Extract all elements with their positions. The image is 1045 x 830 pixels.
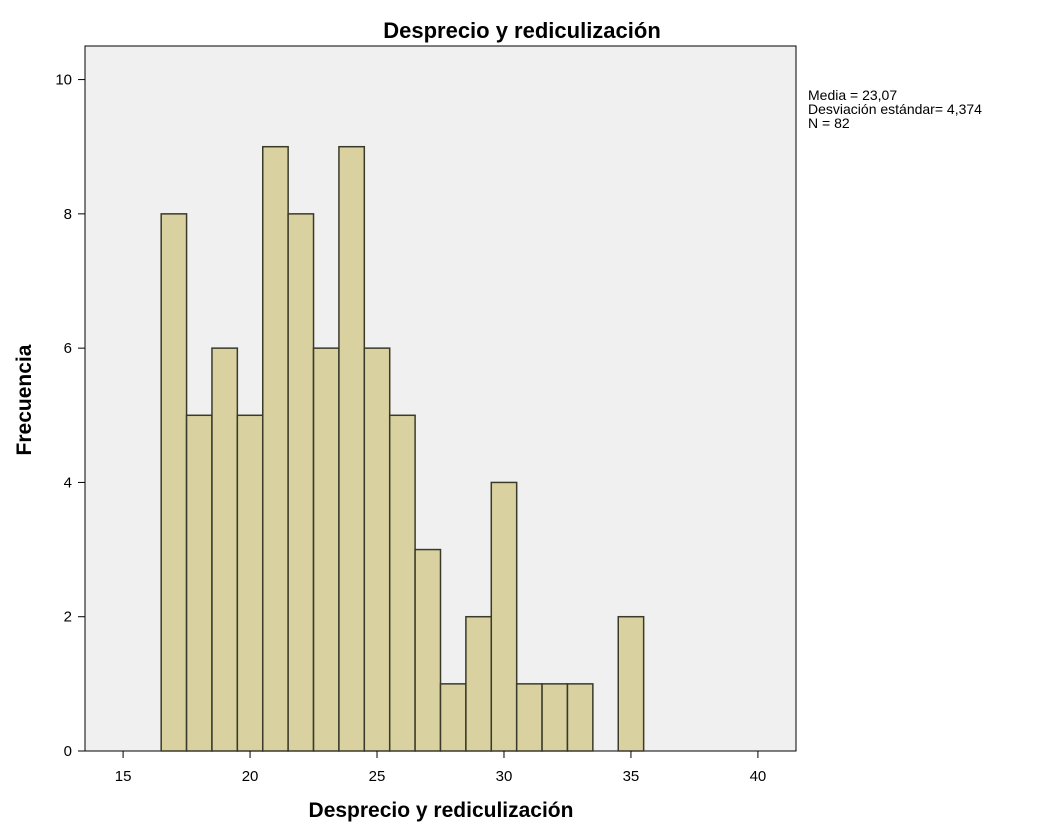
histogram-bar	[185, 414, 213, 752]
histogram-bar	[236, 414, 264, 752]
y-tick-label: 10	[55, 72, 72, 89]
histogram-bar	[617, 615, 645, 752]
histogram-bar	[541, 683, 569, 752]
x-tick-label: 25	[369, 768, 386, 785]
x-tick-label: 35	[623, 768, 640, 785]
histogram-bar	[388, 414, 416, 752]
y-tick-label: 2	[64, 609, 72, 626]
stats-std: Desviación estándar= 4,374	[808, 101, 982, 117]
histogram-bar	[363, 347, 391, 752]
x-tick-label: 30	[496, 768, 513, 785]
histogram-bar	[414, 548, 442, 752]
histogram-bar	[312, 347, 340, 752]
bars-group	[160, 145, 645, 752]
y-tick-label: 6	[64, 340, 72, 357]
x-tick-label: 40	[750, 768, 767, 785]
y-tick-label: 8	[64, 206, 72, 223]
y-tick-label: 0	[64, 743, 72, 760]
chart-title: Desprecio y rediculización	[383, 18, 661, 43]
histogram-bar	[490, 481, 518, 752]
y-axis-label: Frecuencia	[13, 344, 36, 455]
x-axis: 15 20 25 30 35 40	[115, 751, 767, 785]
histogram-bar	[439, 683, 467, 752]
histogram-bar	[465, 615, 493, 752]
x-tick-label: 20	[242, 768, 259, 785]
histogram-bar	[338, 145, 366, 752]
histogram-bar	[262, 145, 289, 752]
y-axis: 0 2 4 6 8 10	[55, 72, 85, 760]
stats-n: N = 82	[808, 115, 850, 131]
histogram-bar	[211, 347, 239, 752]
histogram-bar	[160, 213, 188, 752]
histogram-bar	[287, 213, 315, 752]
x-tick-label: 15	[115, 768, 132, 785]
y-tick-label: 4	[64, 474, 72, 491]
stats-mean: Media = 23,07	[808, 87, 898, 103]
x-axis-label: Desprecio y rediculización	[309, 799, 574, 822]
stats-legend: Media = 23,07 Desviación estándar= 4,374…	[808, 88, 982, 130]
histogram-bar	[566, 683, 594, 752]
histogram-bar	[515, 683, 543, 752]
